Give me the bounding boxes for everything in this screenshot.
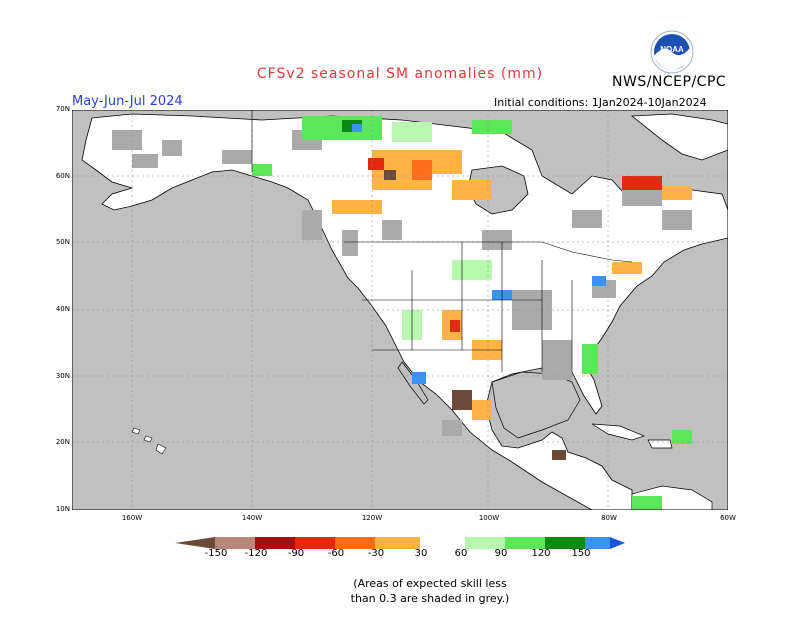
colorbar-label: -30 <box>367 548 385 559</box>
lon-label: 100W <box>478 514 500 522</box>
colorbar-label: 30 <box>414 548 428 559</box>
initial-conditions-label: Initial conditions: 1Jan2024-10Jan2024 <box>494 96 707 109</box>
colorbar-swatch <box>420 537 465 549</box>
hispaniola-island <box>647 439 673 449</box>
colorbar-label: -120 <box>244 548 268 559</box>
colorbar-max-arrow <box>610 537 625 549</box>
colorbar-swatch <box>505 537 545 549</box>
colorbar-label: -60 <box>327 548 345 559</box>
lon-label: 160W <box>121 514 143 522</box>
political-borders <box>251 110 633 372</box>
colorbar-swatch <box>295 537 335 549</box>
colorbar-label: 90 <box>494 548 508 559</box>
agency-label: NWS/NCEP/CPC <box>612 74 727 90</box>
colorbar-swatch <box>335 537 375 549</box>
colorbar-label: -150 <box>204 548 228 559</box>
anomaly-map <box>72 110 728 510</box>
colorbar-label: 120 <box>531 548 551 559</box>
lat-label: 30N <box>55 372 70 380</box>
lat-label: 50N <box>55 238 70 246</box>
lat-label: 10N <box>55 505 70 513</box>
map-title: CFSv2 seasonal SM anomalies (mm) <box>256 66 544 82</box>
hawaii-islands <box>131 427 167 455</box>
colorbar-swatch <box>545 537 585 549</box>
season-label: May-Jun-Jul 2024 <box>72 94 183 109</box>
greenland-land <box>630 113 728 161</box>
colorbar <box>175 537 625 549</box>
colorbar-label: -90 <box>287 548 305 559</box>
lon-label: 120W <box>361 514 383 522</box>
lon-label: 80W <box>601 514 617 522</box>
skill-note-line-2: than 0.3 are shaded in grey.) <box>350 592 510 605</box>
lat-label: 20N <box>55 438 70 446</box>
lon-label: 60W <box>720 514 736 522</box>
dry-anomaly-areas <box>332 150 692 460</box>
skill-note: (Areas of expected skill less than 0.3 a… <box>300 576 560 606</box>
colorbar-label: 60 <box>454 548 468 559</box>
colorbar-swatch <box>255 537 295 549</box>
colorbar-swatch <box>465 537 505 549</box>
lat-label: 60N <box>55 172 70 180</box>
graticule <box>72 110 728 510</box>
noaa-logo-text: NOAA <box>660 45 684 54</box>
skill-note-line-1: (Areas of expected skill less <box>353 577 507 590</box>
lon-label: 140W <box>241 514 263 522</box>
colorbar-label: 150 <box>571 548 591 559</box>
cuba-island <box>591 423 645 441</box>
colorbar-swatch <box>215 537 255 549</box>
colorbar-swatch <box>585 537 610 549</box>
noaa-logo: NOAA <box>650 30 694 78</box>
lat-label: 40N <box>55 305 70 313</box>
colorbar-min-arrow <box>175 537 215 549</box>
lat-label: 70N <box>55 105 70 113</box>
colorbar-swatch <box>375 537 420 549</box>
